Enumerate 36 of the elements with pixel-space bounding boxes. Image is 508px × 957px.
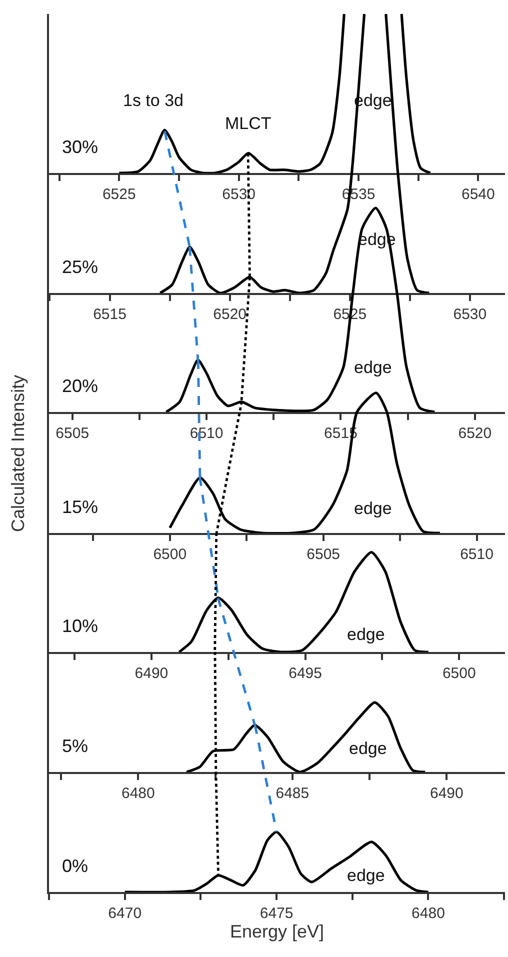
annotation: edge	[354, 499, 392, 518]
x-tick-label: 6485	[276, 784, 310, 802]
text: 0%	[62, 856, 88, 876]
x-tick-label: 6510	[460, 546, 494, 563]
x-tick-label: 6515	[93, 306, 126, 323]
annotation: edge	[354, 358, 392, 377]
annotation: edge	[347, 625, 385, 644]
text: 30%	[62, 137, 98, 157]
x-tick-label: 6480	[412, 904, 445, 922]
annotation: edge	[349, 739, 387, 758]
x-tick-label: 6480	[121, 784, 155, 802]
text: 15%	[62, 497, 98, 517]
x-tick-label: 6475	[260, 904, 294, 922]
x-tick-label: 6505	[306, 546, 340, 563]
x-tick-label: 6500	[442, 664, 476, 682]
x-tick-label: 6530	[453, 306, 487, 323]
x-tick-label: 6490	[134, 664, 168, 682]
text: 5%	[62, 736, 88, 756]
annotation: edge	[347, 866, 385, 885]
x-tick-label: 6495	[288, 664, 322, 682]
x-axis-title: Energy [eV]	[230, 922, 324, 942]
x-tick-label: 6470	[108, 904, 142, 922]
text: 25%	[62, 257, 98, 277]
text: 10%	[62, 616, 98, 636]
x-tick-label: 6525	[102, 186, 136, 203]
x-tick-label: 6520	[213, 306, 247, 323]
text: 20%	[62, 376, 98, 396]
x-tick-label: 6505	[56, 424, 90, 442]
annotation: MLCT	[225, 114, 272, 133]
y-axis-title: Calculated Intensity	[8, 374, 28, 532]
x-tick-label: 6500	[153, 546, 187, 563]
annotation: 1s to 3d	[123, 91, 184, 110]
x-tick-label: 6510	[190, 424, 224, 442]
x-tick-label: 6520	[458, 424, 492, 442]
x-tick-label: 6540	[462, 186, 495, 203]
x-tick-label: 6490	[430, 784, 464, 802]
